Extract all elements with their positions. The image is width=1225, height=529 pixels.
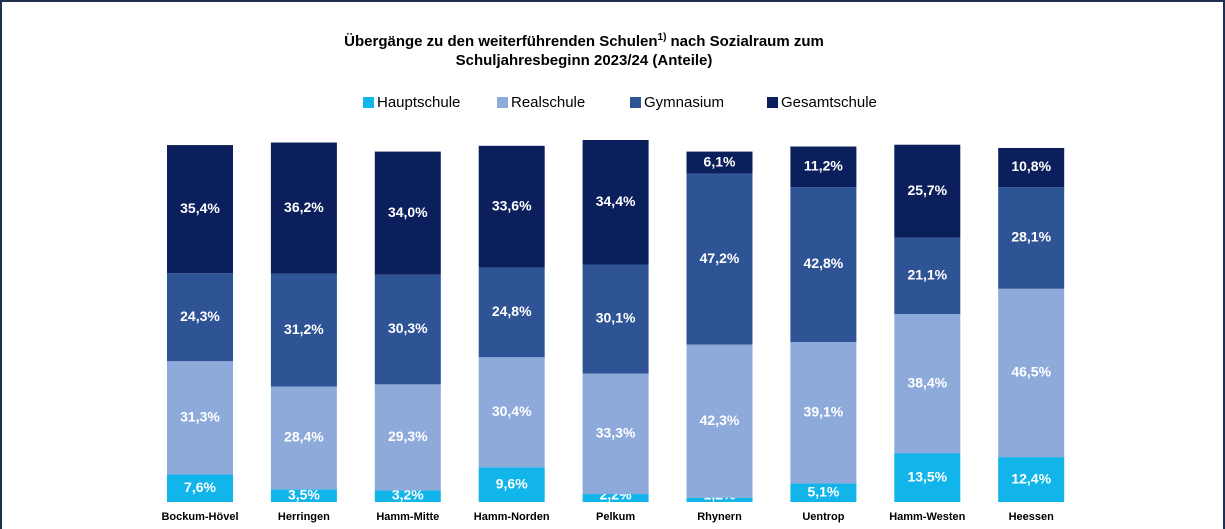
- chart-title: Schuljahresbeginn 2023/24 (Anteile): [456, 52, 713, 69]
- x-tick-label: Hamm-Westen: [889, 511, 965, 523]
- value-label: 11,2%: [804, 157, 843, 173]
- bar-segment: [998, 288, 1065, 458]
- value-label: 30,4%: [492, 403, 532, 419]
- value-label: 12,4%: [1011, 470, 1051, 486]
- bar-segment: [894, 237, 961, 315]
- x-tick-label: Herringen: [278, 511, 330, 523]
- bar-segment: [686, 151, 753, 174]
- value-label: 28,4%: [284, 429, 324, 445]
- bar-segment: [998, 187, 1065, 289]
- value-label: 39,1%: [804, 403, 844, 419]
- bar-segment: [167, 474, 233, 502]
- value-label: 30,3%: [388, 320, 428, 336]
- value-label: 47,2%: [700, 250, 740, 266]
- bar-segment: [478, 467, 545, 502]
- legend-label: Hauptschule: [377, 94, 460, 111]
- bar-segment: [478, 145, 545, 268]
- value-label: 6,1%: [704, 153, 736, 169]
- legend-label: Gesamtschule: [781, 94, 877, 111]
- x-tick-label: Uentrop: [802, 511, 844, 523]
- value-label: 34,4%: [596, 193, 636, 209]
- value-label: 31,3%: [180, 409, 220, 425]
- value-label: 42,3%: [700, 412, 740, 428]
- bar-segment: [374, 274, 441, 385]
- value-label: 25,7%: [907, 182, 947, 198]
- x-tick-label: Bockum-Hövel: [161, 511, 238, 523]
- bar-segment: [374, 151, 441, 275]
- value-label: 3,5%: [288, 486, 320, 502]
- bar-segment: [374, 490, 441, 502]
- value-label: 13,5%: [907, 468, 947, 484]
- legend-swatch: [630, 97, 641, 108]
- value-label: 35,4%: [180, 200, 220, 216]
- bar-segment: [686, 497, 753, 502]
- bar-segment: [270, 273, 337, 387]
- value-label: 42,8%: [804, 255, 844, 271]
- value-label: 38,4%: [907, 374, 947, 390]
- bar-segment: [374, 384, 441, 491]
- chart-title: Übergänge zu den weiterführenden Schulen…: [344, 32, 824, 50]
- legend-swatch: [363, 97, 374, 108]
- bar-segment: [790, 187, 857, 342]
- value-label: 24,3%: [180, 308, 220, 324]
- x-tick-label: Heessen: [1009, 511, 1055, 523]
- legend-swatch: [767, 97, 778, 108]
- value-label: 34,0%: [388, 204, 428, 220]
- value-label: 36,2%: [284, 199, 324, 215]
- legend-label: Realschule: [511, 94, 585, 111]
- value-label: 9,6%: [496, 475, 528, 491]
- value-label: 33,6%: [492, 197, 532, 213]
- bar-segment: [894, 453, 961, 502]
- bar-segment: [270, 142, 337, 274]
- x-tick-label: Pelkum: [596, 511, 635, 523]
- bar-segment: [478, 267, 545, 358]
- bar-segment: [686, 173, 753, 345]
- title-part: nach Sozialraum zum: [670, 33, 823, 50]
- bar-segment: [582, 264, 649, 374]
- bar-segment: [998, 457, 1065, 502]
- bar-segment: [998, 147, 1065, 188]
- bar-segment: [478, 357, 545, 468]
- value-label: 7,6%: [184, 479, 216, 495]
- value-label: 5,1%: [807, 483, 839, 499]
- bar-segment: [894, 144, 961, 238]
- value-label: 29,3%: [388, 428, 428, 444]
- x-tick-label: Hamm-Norden: [474, 511, 550, 523]
- value-label: 21,1%: [907, 267, 947, 283]
- bar-segment: [270, 489, 337, 502]
- bar-segment: [582, 373, 649, 495]
- bar-segment: [167, 361, 233, 475]
- bar-segment: [167, 145, 233, 274]
- value-label: 28,1%: [1011, 229, 1051, 245]
- value-label: 24,8%: [492, 303, 532, 319]
- x-tick-label: Hamm-Mitte: [376, 511, 439, 523]
- value-label: 3,2%: [392, 487, 424, 503]
- bar-segment: [167, 273, 233, 362]
- x-tick-label: Rhynern: [697, 511, 742, 523]
- value-label: 46,5%: [1011, 364, 1051, 380]
- value-label: 30,1%: [596, 310, 636, 326]
- legend-swatch: [497, 97, 508, 108]
- legend-label: Gymnasium: [644, 94, 724, 111]
- bar-segment: [582, 494, 649, 502]
- title-part: Übergänge zu den weiterführenden Schulen: [344, 33, 657, 50]
- value-label: 31,2%: [284, 321, 324, 337]
- bar-segment: [790, 341, 857, 484]
- bar-segment: [270, 386, 337, 490]
- value-label: 33,3%: [596, 424, 636, 440]
- bar-segment: [894, 314, 961, 454]
- title-footnote: 1): [658, 32, 667, 43]
- bar-segment: [582, 140, 649, 265]
- value-label: 10,8%: [1011, 158, 1051, 174]
- bar-segment: [790, 483, 857, 502]
- bar-segment: [686, 344, 753, 498]
- bar-segment: [790, 146, 857, 188]
